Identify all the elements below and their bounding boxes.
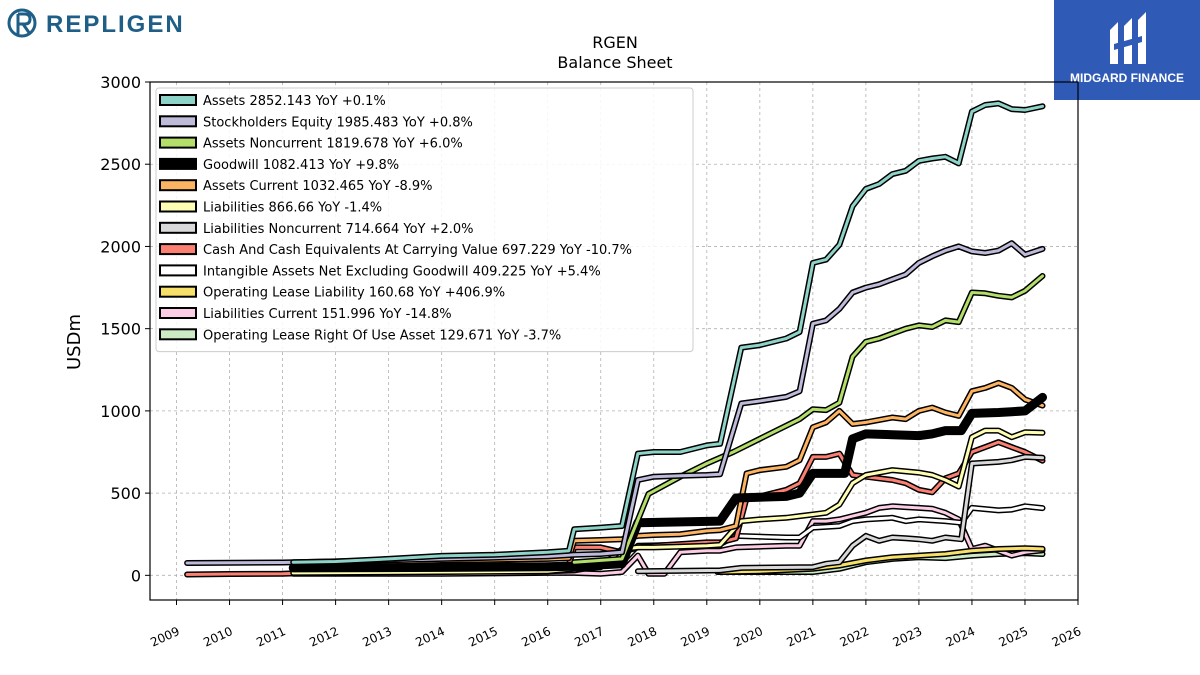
y-tick-label: 500 <box>110 484 141 503</box>
x-tick-label: 2019 <box>678 624 712 650</box>
x-tick-label: 2024 <box>944 624 978 650</box>
legend-swatch-10 <box>159 307 197 319</box>
legend-swatch-6 <box>159 221 197 234</box>
series-lines <box>184 100 1047 578</box>
chart-title: RGEN <box>592 33 638 52</box>
legend-entry-6: Liabilities Noncurrent 714.664 YoY +2.0% <box>203 222 474 237</box>
x-tick-label: 2009 <box>148 624 182 650</box>
x-tick-label: 2017 <box>572 624 606 650</box>
legend-entry-2: Assets Noncurrent 1819.678 YoY +6.0% <box>203 137 463 152</box>
x-tick-label: 2011 <box>254 624 288 650</box>
y-tick-label: 3000 <box>100 73 141 92</box>
legend-swatch-3 <box>159 157 197 170</box>
legend-swatch-0 <box>159 94 197 106</box>
legend-entry-4: Assets Current 1032.465 YoY -8.9% <box>203 179 433 194</box>
x-tick-label: 2025 <box>997 624 1031 650</box>
legend-swatch-9 <box>159 285 197 298</box>
x-tick-label: 2013 <box>360 624 394 650</box>
brand-name: REPLIGEN <box>46 11 185 38</box>
legend-swatch-5 <box>159 200 197 213</box>
badge-name: MIDGARD FINANCE <box>1070 71 1184 85</box>
series-line-6 <box>636 455 1044 573</box>
x-tick-label: 2010 <box>201 624 235 650</box>
y-tick-label: 0 <box>131 566 141 585</box>
legend-entry-3: Goodwill 1082.413 YoY +9.8% <box>203 158 399 173</box>
legend-entry-10: Liabilities Current 151.996 YoY -14.8% <box>203 307 452 322</box>
series-line-1 <box>185 241 1044 565</box>
legend-entry-5: Liabilities 866.66 YoY -1.4% <box>203 201 382 216</box>
logo-mark <box>16 12 32 35</box>
series-line-0 <box>291 101 1044 564</box>
x-tick-label: 2023 <box>891 624 925 650</box>
y-tick-label: 1000 <box>100 402 141 421</box>
axis-ticks: 2009 2010 2011 2012 2013 2014 2015 2016 2017 2018… <box>100 73 1083 650</box>
legend-entry-11: Operating Lease Right Of Use Asset 129.6… <box>203 328 561 343</box>
x-tick-label: 2018 <box>625 624 659 650</box>
series-line-3 <box>290 394 1046 571</box>
plot-frame <box>149 81 1079 601</box>
repligen-logo: REPLIGEN <box>6 4 206 42</box>
x-tick-label: 2026 <box>1050 624 1084 650</box>
legend-swatch-1 <box>159 115 197 128</box>
legend-entry-0: Assets 2852.143 YoY +0.1% <box>203 94 386 109</box>
x-tick-label: 2022 <box>838 624 872 650</box>
x-tick-label: 2021 <box>785 624 819 650</box>
series-line-2 <box>572 274 1044 564</box>
logo-ring <box>7 8 37 38</box>
legend-entry-1: Stockholders Equity 1985.483 YoY +0.8% <box>203 115 473 130</box>
legend-swatch-7 <box>159 243 197 256</box>
y-axis-label: USDm <box>64 314 85 370</box>
y-tick-label: 2500 <box>100 155 141 174</box>
x-tick-label: 2012 <box>307 624 341 650</box>
y-tick-label: 1500 <box>100 320 141 339</box>
legend: Assets 2852.143 YoY +0.1% Stockholders Eq… <box>155 87 694 353</box>
chart-subtitle: Balance Sheet <box>557 53 672 72</box>
legend-entry-8: Intangible Assets Net Excluding Goodwill… <box>203 264 601 279</box>
y-tick-label: 2000 <box>100 237 141 256</box>
x-tick-label: 2020 <box>731 624 765 650</box>
x-tick-label: 2015 <box>466 624 500 650</box>
legend-swatch-4 <box>159 179 197 192</box>
series-line-10 <box>291 504 1044 576</box>
legend-entry-7: Cash And Cash Equivalents At Carrying Va… <box>203 243 632 258</box>
legend-swatch-2 <box>159 136 197 149</box>
midgard-finance-badge: MIDGARD FINANCE <box>1054 0 1200 100</box>
legend-entry-9: Operating Lease Liability 160.68 YoY +40… <box>203 286 505 301</box>
x-tick-label: 2016 <box>519 624 553 650</box>
badge-logo-icon <box>1110 12 1146 64</box>
x-tick-label: 2014 <box>413 624 447 650</box>
legend-swatch-11 <box>159 328 197 341</box>
legend-box <box>155 87 694 353</box>
legend-swatch-8 <box>159 264 197 277</box>
